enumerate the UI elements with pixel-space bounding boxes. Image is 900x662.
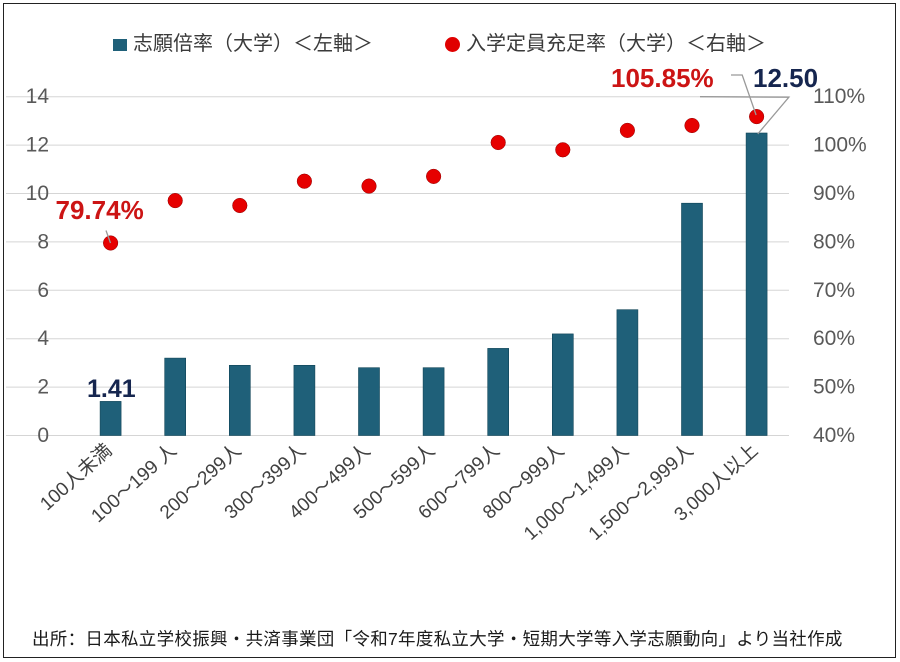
svg-text:70%: 70% — [813, 279, 855, 302]
svg-text:50%: 50% — [813, 376, 855, 399]
svg-text:12.50: 12.50 — [753, 63, 818, 93]
svg-text:4: 4 — [37, 327, 49, 350]
svg-text:80%: 80% — [813, 230, 855, 253]
svg-text:10: 10 — [26, 182, 49, 205]
svg-text:1.41: 1.41 — [87, 375, 136, 403]
svg-text:14: 14 — [26, 85, 50, 108]
svg-text:90%: 90% — [813, 182, 855, 205]
svg-text:0: 0 — [37, 424, 49, 447]
svg-text:12: 12 — [26, 134, 49, 157]
svg-text:6: 6 — [37, 279, 49, 302]
svg-text:8: 8 — [37, 230, 49, 253]
svg-text:40%: 40% — [813, 424, 855, 447]
svg-text:60%: 60% — [813, 327, 855, 350]
svg-text:105.85%: 105.85% — [611, 63, 714, 93]
svg-text:79.74%: 79.74% — [56, 195, 144, 225]
svg-text:2: 2 — [37, 376, 49, 399]
svg-text:110%: 110% — [813, 85, 865, 108]
svg-text:100%: 100% — [813, 134, 867, 157]
